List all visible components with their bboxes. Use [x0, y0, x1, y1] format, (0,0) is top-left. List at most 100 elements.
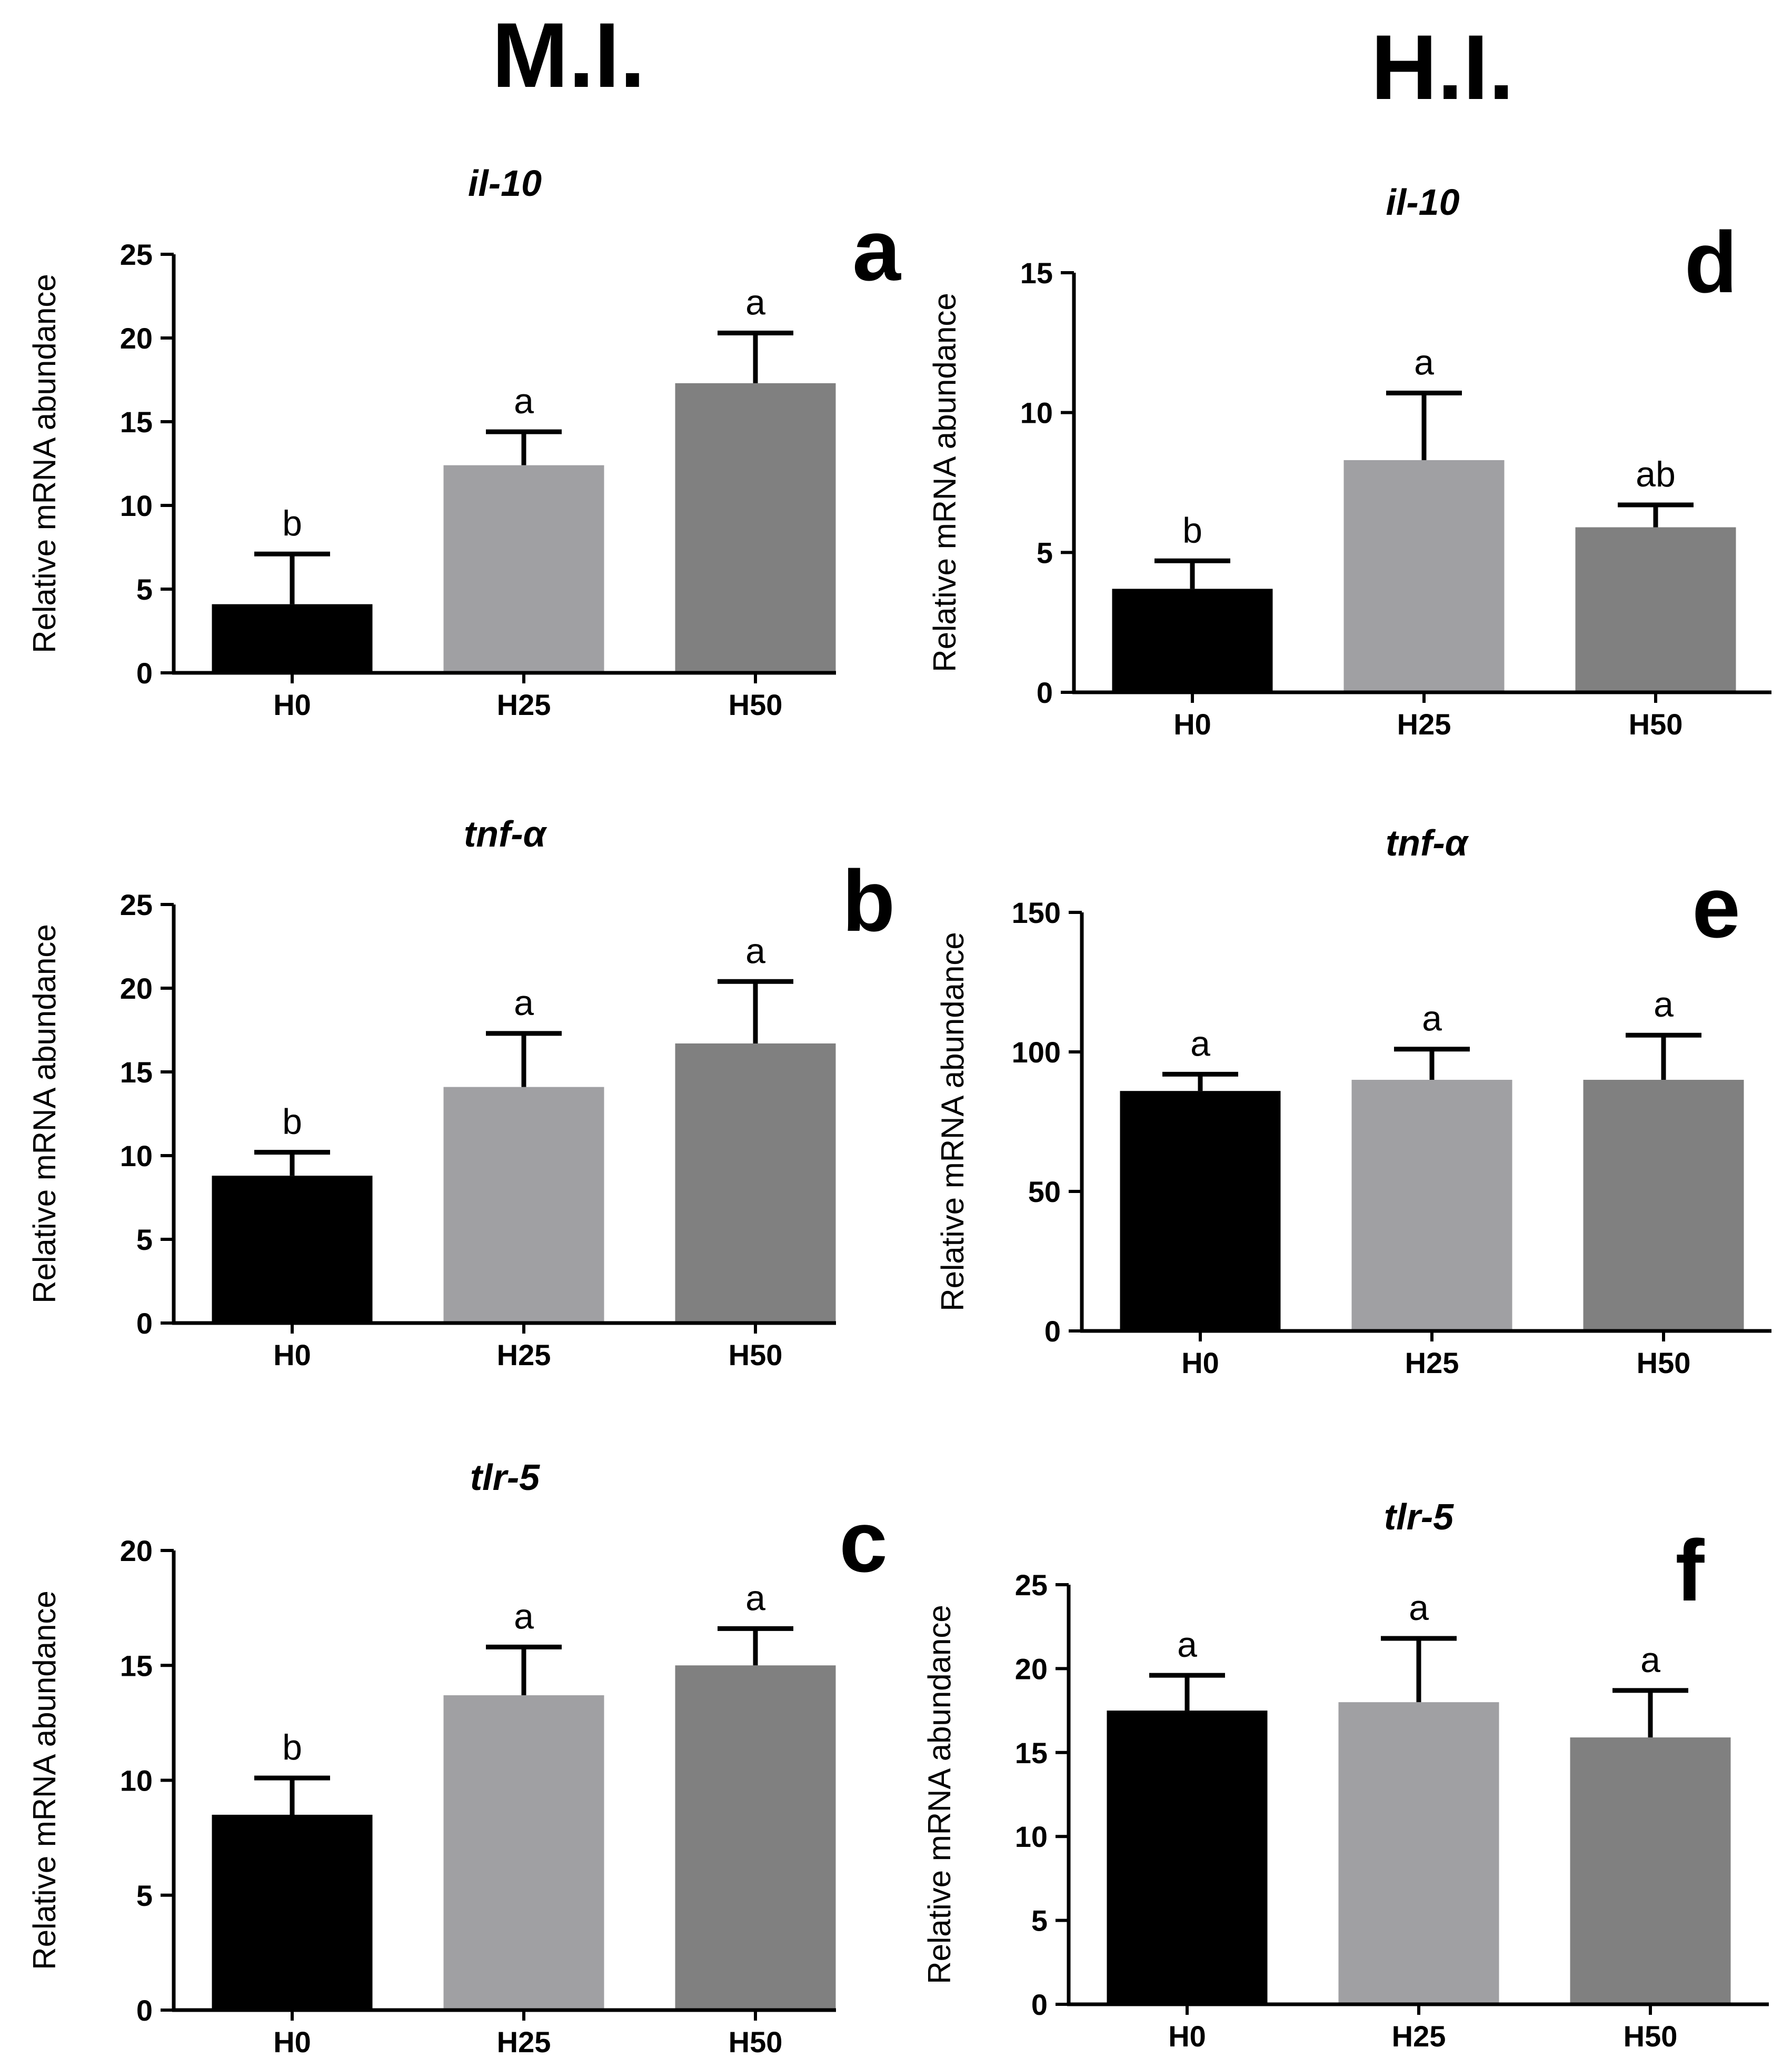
- significance-label: a: [1409, 1588, 1429, 1628]
- significance-label: a: [745, 931, 765, 971]
- y-tick-label: 10: [120, 1764, 153, 1797]
- y-axis-label: Relative mRNA abundance: [935, 932, 970, 1311]
- bar-H0: [212, 1176, 373, 1323]
- x-tick-label: H50: [1637, 1346, 1691, 1379]
- significance-label: a: [514, 1596, 534, 1636]
- y-tick-label: 20: [120, 322, 153, 355]
- x-tick-label: H50: [1624, 2020, 1678, 2053]
- significance-label: b: [282, 1727, 302, 1767]
- y-tick-label: 0: [136, 657, 153, 690]
- x-tick-label: H25: [1392, 2020, 1446, 2053]
- column-header-hi: H.I.: [1371, 16, 1514, 119]
- bar-H50: [1576, 528, 1736, 692]
- bar-H50: [1570, 1737, 1731, 2004]
- y-tick-label: 15: [120, 1056, 153, 1089]
- y-tick-label: 10: [120, 1139, 153, 1172]
- bar-H0: [212, 1815, 373, 2010]
- y-tick-label: 0: [136, 1307, 153, 1340]
- significance-label: a: [1414, 342, 1434, 382]
- y-tick-label: 5: [136, 573, 153, 606]
- bar-H50: [675, 1043, 836, 1323]
- panel-title: tnf-α: [464, 813, 547, 854]
- panel-letter: e: [1692, 859, 1740, 956]
- column-header-mi: M.I.: [492, 4, 645, 107]
- y-tick-label: 5: [1037, 536, 1053, 569]
- x-tick-label: H0: [1181, 1346, 1219, 1379]
- panel-title: tnf-α: [1386, 822, 1469, 863]
- significance-label: b: [1182, 510, 1202, 550]
- y-tick-label: 5: [1031, 1904, 1048, 1937]
- y-tick-label: 100: [1012, 1036, 1061, 1069]
- significance-label: a: [745, 282, 765, 322]
- significance-label: a: [1422, 999, 1442, 1039]
- y-tick-label: 50: [1028, 1175, 1061, 1208]
- y-tick-label: 20: [120, 972, 153, 1005]
- bar-H0: [1120, 1091, 1281, 1331]
- y-axis-label: Relative mRNA abundance: [27, 924, 62, 1303]
- x-tick-label: H0: [273, 688, 311, 721]
- panel-letter: f: [1676, 1522, 1705, 1619]
- panel-letter: b: [842, 852, 895, 949]
- bar-H0: [1112, 589, 1273, 692]
- figure: M.I. H.I. il-10 a Relative mRNA abundance b…: [0, 0, 1792, 2068]
- x-tick-label: H0: [273, 2025, 311, 2059]
- bar-H0: [212, 604, 373, 673]
- y-tick-label: 10: [1020, 396, 1053, 430]
- significance-label: ab: [1636, 454, 1676, 494]
- significance-label: a: [514, 381, 534, 421]
- significance-label: a: [1654, 985, 1674, 1025]
- x-tick-label: H25: [1397, 708, 1451, 741]
- y-tick-label: 15: [1015, 1736, 1048, 1769]
- y-axis-label: Relative mRNA abundance: [922, 1605, 957, 1984]
- y-tick-label: 10: [1015, 1820, 1048, 1853]
- significance-label: b: [282, 503, 302, 543]
- panel-letter: d: [1685, 214, 1738, 311]
- panel-letter: a: [852, 202, 901, 299]
- y-tick-label: 25: [120, 238, 153, 271]
- y-axis-label: Relative mRNA abundance: [27, 1590, 62, 1970]
- y-tick-label: 20: [1015, 1652, 1048, 1685]
- y-axis-label: Relative mRNA abundance: [27, 274, 62, 653]
- y-tick-label: 15: [1020, 256, 1053, 290]
- x-tick-label: H50: [729, 688, 783, 721]
- y-tick-label: 10: [120, 489, 153, 522]
- significance-label: a: [745, 1578, 765, 1618]
- y-tick-label: 0: [1037, 676, 1053, 709]
- x-tick-label: H0: [1168, 2020, 1206, 2053]
- y-tick-label: 0: [1031, 1988, 1048, 2021]
- y-axis-label: Relative mRNA abundance: [927, 293, 962, 672]
- significance-label: b: [282, 1102, 302, 1142]
- y-tick-label: 0: [136, 1994, 153, 2027]
- y-tick-label: 20: [120, 1534, 153, 1567]
- significance-label: a: [514, 983, 534, 1023]
- x-tick-label: H50: [1629, 708, 1683, 741]
- y-tick-label: 150: [1012, 896, 1061, 929]
- x-tick-label: H50: [729, 1338, 783, 1371]
- bar-H25: [444, 465, 604, 673]
- panel-title: il-10: [468, 163, 542, 204]
- x-tick-label: H25: [497, 688, 551, 721]
- x-tick-label: H50: [729, 2025, 783, 2059]
- panel-title: il-10: [1386, 182, 1459, 223]
- y-tick-label: 0: [1044, 1315, 1061, 1348]
- x-tick-label: H0: [1173, 708, 1211, 741]
- significance-label: a: [1640, 1640, 1660, 1680]
- y-tick-label: 25: [120, 888, 153, 921]
- x-tick-label: H0: [273, 1338, 311, 1371]
- bar-H50: [675, 1665, 836, 2010]
- y-tick-label: 5: [136, 1223, 153, 1256]
- y-tick-label: 15: [120, 1649, 153, 1682]
- bar-H25: [444, 1695, 604, 2010]
- bar-H25: [1339, 1702, 1499, 2004]
- bar-H25: [1352, 1080, 1512, 1331]
- x-tick-label: H25: [497, 2025, 551, 2059]
- bar-H50: [675, 383, 836, 673]
- y-tick-label: 15: [120, 405, 153, 439]
- bar-H50: [1584, 1080, 1744, 1331]
- panel-title: tlr-5: [470, 1457, 540, 1498]
- bar-H0: [1107, 1711, 1268, 2004]
- y-tick-label: 5: [136, 1879, 153, 1912]
- significance-label: a: [1177, 1625, 1197, 1665]
- significance-label: a: [1190, 1023, 1210, 1063]
- panel-title: tlr-5: [1384, 1496, 1454, 1537]
